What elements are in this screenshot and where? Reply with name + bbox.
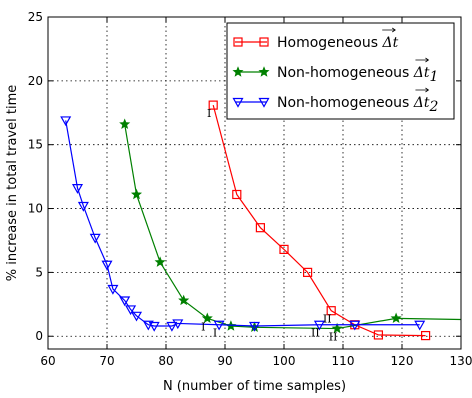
plot-frame [47,16,462,350]
legend-entry-1: Homogeneous Δt [233,27,399,51]
data-point [313,320,325,331]
legend-math: Δt [413,65,430,81]
x-tick-label: 130 [450,354,472,368]
data-point [148,321,160,332]
data-point [331,322,343,334]
vector-arrow-icon [415,87,430,93]
data-point [373,330,383,340]
series-line [124,124,461,330]
x-tick-label: 70 [99,354,114,368]
data-point [77,201,89,212]
x-axis-label: N (number of time samples) [163,379,346,394]
legend: Homogeneous Δt Non-homogeneous Δt1 Non-hom… [226,22,455,120]
y-tick-label: 10 [28,202,43,216]
legend-label: Non-homogeneous Δt1 [277,65,438,85]
legend-marker [259,37,269,47]
legend-marker [258,66,270,77]
legend-marker [232,97,244,108]
data-point [178,294,190,306]
x-tick-label: 90 [217,354,232,368]
annotation-label: II [311,327,320,340]
x-tick-label: 120 [391,354,414,368]
x-tick-label: 80 [158,354,173,368]
data-point [101,260,113,271]
series-1 [208,100,431,341]
x-tick-label: 110 [332,354,355,368]
x-tick-label: 100 [273,354,296,368]
vector-arrow-icon [415,57,430,63]
data-point [279,244,289,254]
y-axis-label: % increase in total travel time [5,85,20,281]
series-line [65,120,420,327]
data-point [208,100,218,110]
data-point [60,116,72,127]
data-point [130,188,143,200]
y-tick-label: 0 [35,329,43,343]
data-point [119,118,131,129]
data-point [213,320,225,331]
data-point [462,315,472,324]
legend-subscript: 2 [429,99,439,115]
y-tick-label: 20 [28,74,43,88]
series-layer [60,100,472,341]
data-point [89,233,101,244]
legend-entry-3: Non-homogeneous Δt2 [232,87,439,115]
legend-marker [232,66,244,77]
y-tick-label: 15 [28,138,43,152]
legend-marker [258,97,270,108]
legend-marker [233,37,243,47]
annotation-label: II [323,313,332,326]
data-point [255,223,265,233]
data-point [303,267,313,277]
data-point [154,256,166,267]
data-point [201,312,213,324]
data-point [248,321,261,332]
annotation-label: I [201,320,205,333]
vector-arrow-icon [382,27,396,33]
legend-subscript: 1 [430,69,439,85]
series-2 [119,118,472,334]
axis-ticks: 60 70 80 90 100 110 120 130 0 5 10 15 20 25 [28,10,472,368]
annotation-label: I [207,107,211,120]
data-point [232,189,242,200]
legend-entry-2: Non-homogeneous Δt1 [232,57,438,85]
data-point [125,305,137,316]
legend-math: Δt [381,35,398,51]
data-point [414,320,426,331]
series-3 [60,116,426,332]
annotation-label: II [329,331,338,344]
data-point [166,321,178,332]
legend-label: Homogeneous Δt [277,35,399,51]
data-point [71,184,84,194]
data-point [326,306,336,316]
series-line [212,104,426,337]
y-tick-label: 5 [35,265,43,279]
x-tick-label: 60 [40,354,55,368]
annotation-label: I [213,327,217,340]
data-point [172,319,184,330]
data-point [349,320,361,331]
data-point [119,296,131,307]
data-point [390,312,402,324]
legend-math: Δt [413,95,430,111]
data-point [130,311,143,322]
data-point [421,330,431,341]
y-tick-label: 25 [28,10,43,24]
data-point [107,284,119,295]
legend-label: Non-homogeneous Δt2 [277,95,439,115]
